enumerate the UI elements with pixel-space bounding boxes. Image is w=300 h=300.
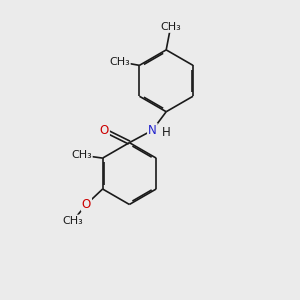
Text: CH₃: CH₃ (109, 57, 130, 67)
Text: CH₃: CH₃ (71, 150, 92, 160)
Text: O: O (82, 198, 91, 211)
Text: H: H (162, 125, 171, 139)
Text: O: O (100, 124, 109, 137)
Text: CH₃: CH₃ (63, 215, 83, 226)
Text: CH₃: CH₃ (160, 22, 181, 32)
Text: N: N (148, 124, 157, 137)
